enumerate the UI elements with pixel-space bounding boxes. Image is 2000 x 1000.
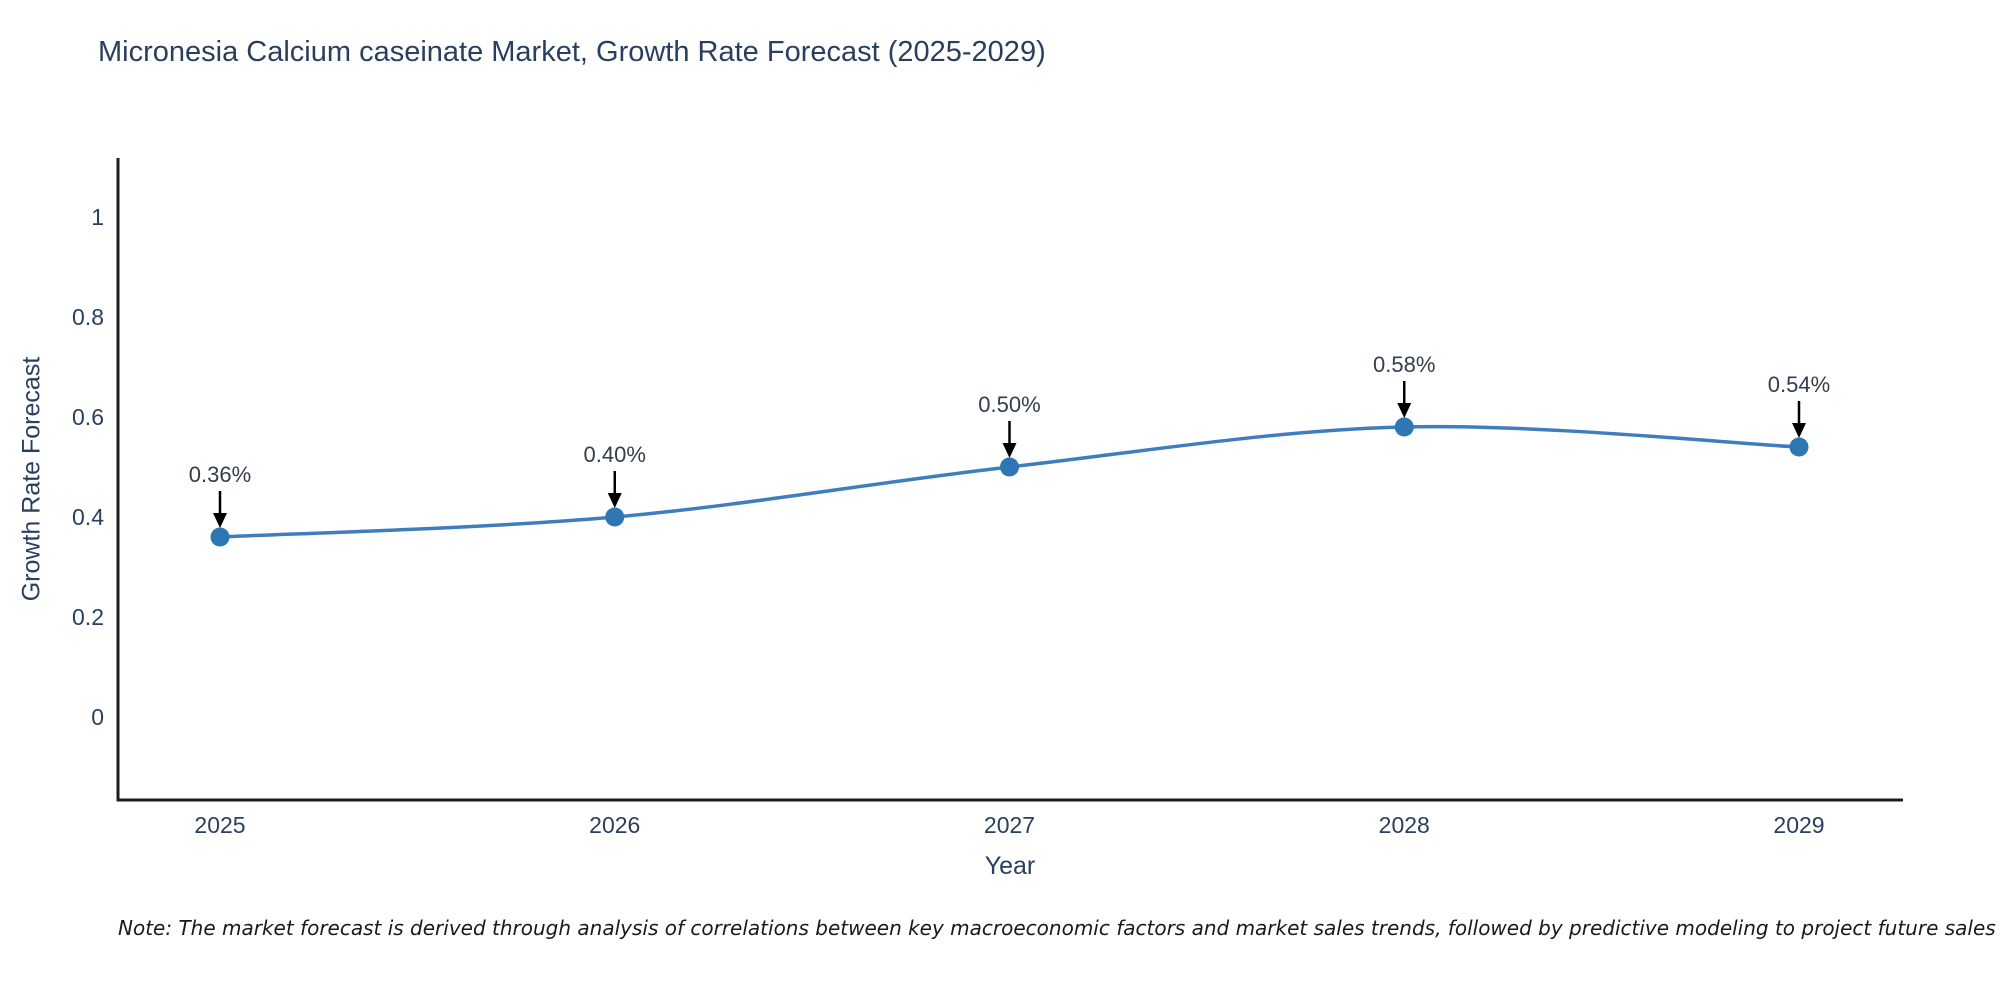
annotation-arrowhead bbox=[213, 513, 227, 528]
x-tick-label: 2029 bbox=[1773, 812, 1824, 838]
x-tick-label: 2028 bbox=[1379, 812, 1430, 838]
data-point-value-label: 0.36% bbox=[189, 462, 251, 487]
data-point-value-label: 0.58% bbox=[1373, 352, 1435, 377]
x-tick-label: 2026 bbox=[589, 812, 640, 838]
data-point-marker[interactable] bbox=[1394, 417, 1414, 437]
annotation-arrowhead bbox=[1002, 443, 1017, 458]
x-tick-label: 2027 bbox=[984, 812, 1035, 838]
y-tick-label: 0.4 bbox=[72, 504, 104, 530]
y-tick-label: 0.8 bbox=[72, 304, 104, 330]
annotation-arrowhead bbox=[1397, 403, 1412, 418]
data-point-marker[interactable] bbox=[1000, 457, 1019, 477]
y-axis-title: Growth Rate Forecast bbox=[17, 356, 46, 602]
annotation-arrowhead bbox=[1792, 423, 1806, 438]
data-point-marker[interactable] bbox=[210, 527, 230, 547]
y-tick-label: 0.6 bbox=[72, 404, 104, 430]
annotation-arrowhead bbox=[607, 493, 622, 508]
x-tick-label: 2025 bbox=[194, 812, 245, 838]
footnote: Note: The market forecast is derived thr… bbox=[118, 916, 1996, 940]
data-point-value-label: 0.54% bbox=[1768, 372, 1830, 397]
x-axis-title: Year bbox=[984, 852, 1036, 880]
y-tick-label: 1 bbox=[91, 204, 104, 230]
y-tick-label: 0.2 bbox=[72, 604, 104, 630]
data-point-marker[interactable] bbox=[605, 507, 625, 527]
chart-title: Micronesia Calcium caseinate Market, Gro… bbox=[98, 36, 1046, 68]
data-point-value-label: 0.50% bbox=[978, 392, 1040, 417]
y-tick-label: 0 bbox=[91, 704, 104, 730]
data-point-value-label: 0.40% bbox=[584, 442, 646, 467]
data-point-marker[interactable] bbox=[1789, 437, 1809, 457]
